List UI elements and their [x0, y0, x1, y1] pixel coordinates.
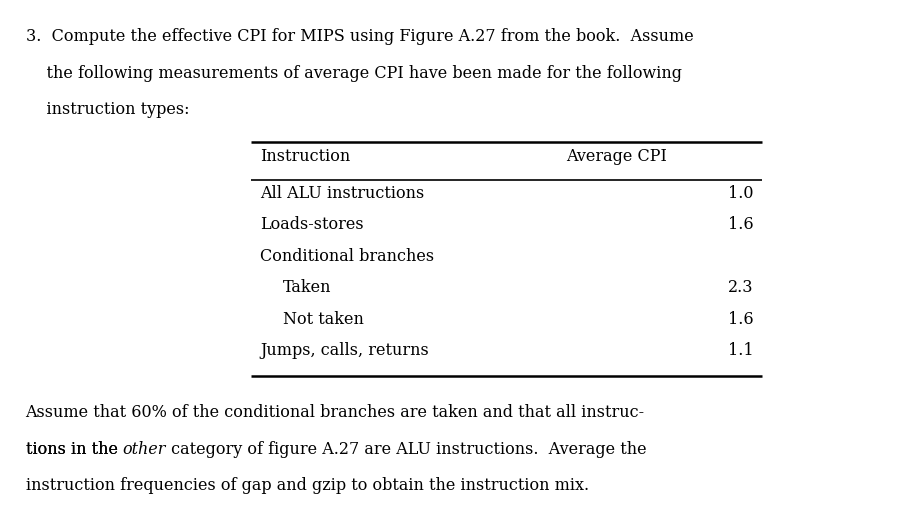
- Text: 3.  Compute the effective CPI for MIPS using Figure A.27 from the book.  Assume: 3. Compute the effective CPI for MIPS us…: [26, 28, 693, 45]
- Text: 1.6: 1.6: [728, 216, 753, 233]
- Text: 1.6: 1.6: [728, 311, 753, 328]
- Text: Conditional branches: Conditional branches: [260, 248, 435, 265]
- Text: Loads-stores: Loads-stores: [260, 216, 363, 233]
- Text: 1.0: 1.0: [728, 185, 753, 202]
- Text: instruction frequencies of gap and gzip to obtain the instruction mix.: instruction frequencies of gap and gzip …: [26, 478, 589, 494]
- Text: All ALU instructions: All ALU instructions: [260, 185, 425, 202]
- Text: the following measurements of average CPI have been made for the following: the following measurements of average CP…: [26, 65, 682, 81]
- Text: Not taken: Not taken: [283, 311, 364, 328]
- Text: category of figure A.27 are ALU instructions.  Average the: category of figure A.27 are ALU instruct…: [166, 441, 646, 458]
- Text: 1.1: 1.1: [728, 342, 753, 359]
- Text: Average CPI: Average CPI: [566, 148, 666, 165]
- Text: Assume that 60% of the conditional branches are taken and that all instruc-: Assume that 60% of the conditional branc…: [26, 404, 645, 421]
- Text: Instruction: Instruction: [260, 148, 351, 165]
- Text: 2.3: 2.3: [728, 279, 753, 296]
- Text: tions in the: tions in the: [26, 441, 122, 458]
- Text: tions in the: tions in the: [26, 441, 122, 458]
- Text: other: other: [122, 441, 166, 458]
- Text: instruction types:: instruction types:: [26, 101, 189, 118]
- Text: Taken: Taken: [283, 279, 331, 296]
- Text: Jumps, calls, returns: Jumps, calls, returns: [260, 342, 429, 359]
